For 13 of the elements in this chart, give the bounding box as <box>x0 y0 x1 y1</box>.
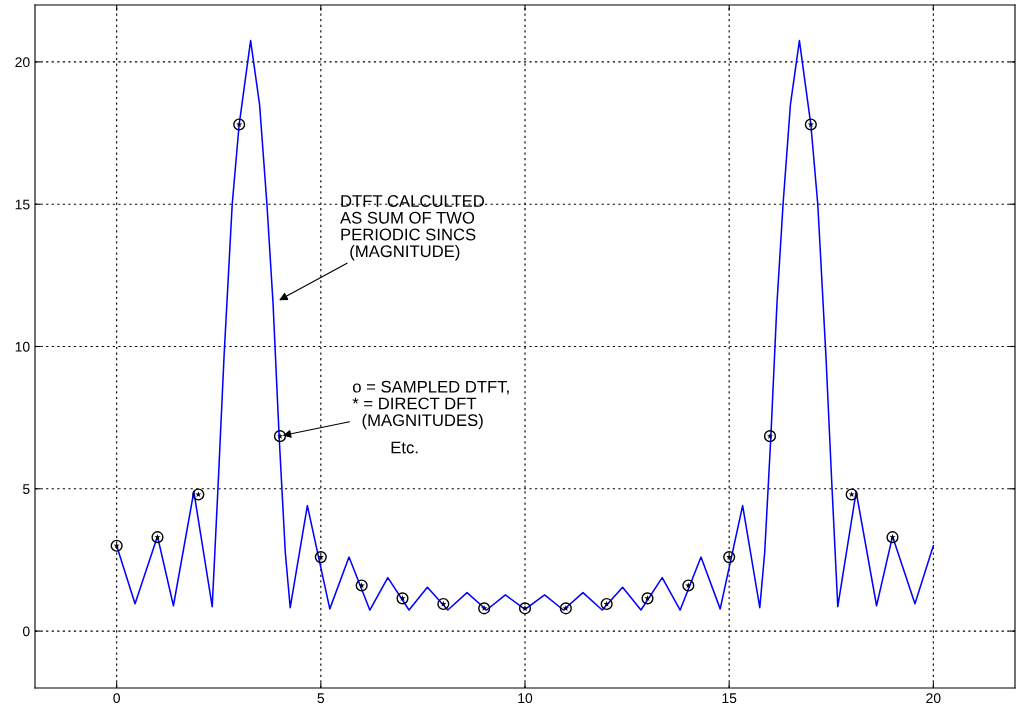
annotation: Etc. <box>391 441 418 454</box>
y-tick-label: 5 <box>22 484 30 494</box>
x-tick-label: 15 <box>722 693 737 704</box>
x-tick-label: 0 <box>113 693 120 704</box>
y-tick-label: 10 <box>15 341 30 352</box>
annotation: o = SAMPLED DTFT, * = DIRECT DFT (MAGNITUDES) <box>352 380 509 430</box>
x-tick-label: 10 <box>518 693 533 704</box>
x-tick-label: 5 <box>317 693 325 704</box>
y-tick-label: 15 <box>15 199 30 210</box>
y-tick-label: 0 <box>22 626 30 637</box>
y-tick-label: 20 <box>15 57 30 68</box>
x-tick-label: 20 <box>926 693 941 704</box>
annotation: DTFT CALCULTED AS SUM OF TWO PERIODIC SINCS (MAGNITUDE) <box>340 195 485 261</box>
